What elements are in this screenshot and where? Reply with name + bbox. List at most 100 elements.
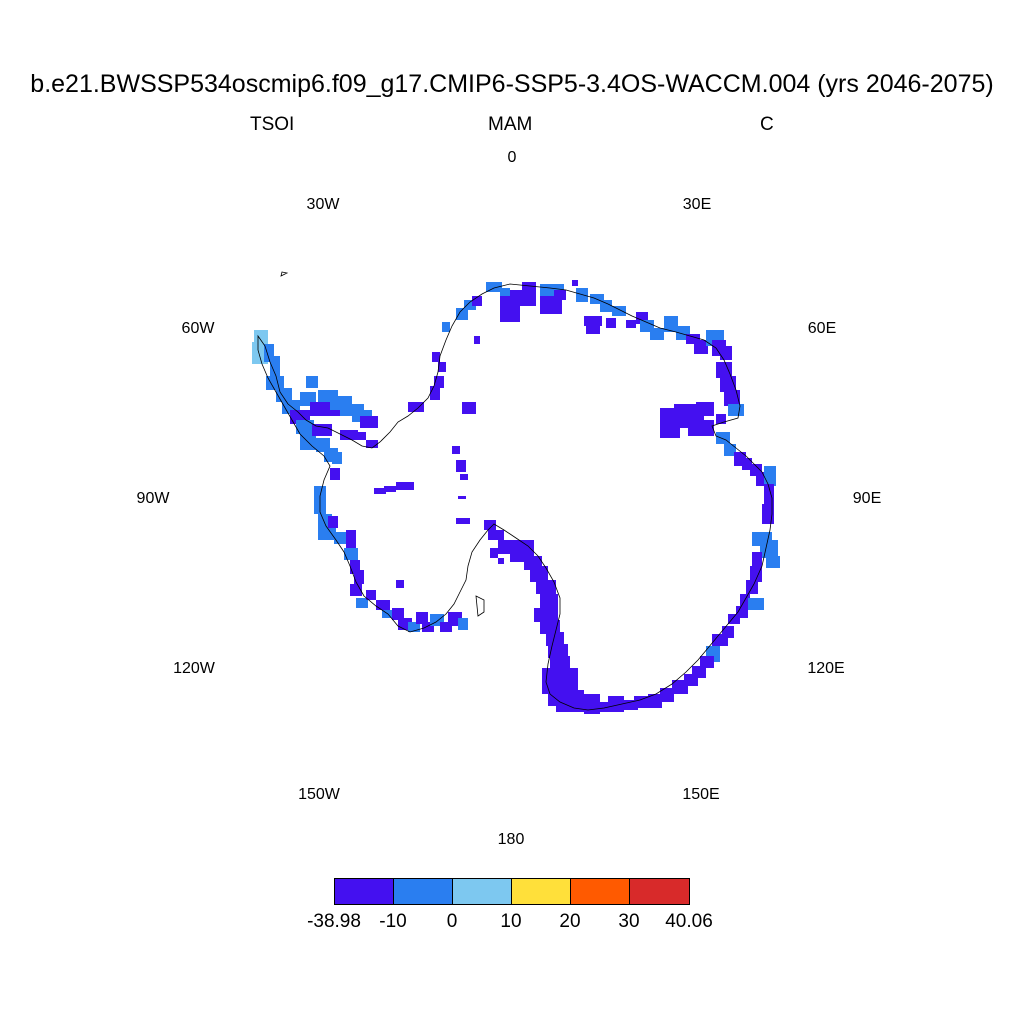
field-cell [334,532,348,544]
field-cell [396,482,414,490]
field-cell [366,440,378,448]
plot-title: b.e21.BWSSP534oscmip6.f09_g17.CMIP6-SSP5… [30,70,994,98]
field-cell [534,608,558,622]
field-cell [510,290,524,300]
field-cell [546,632,564,646]
field-cell [408,622,420,632]
field-cell [634,696,652,708]
field-cell [600,300,612,312]
field-cell [456,308,468,320]
field-cell [672,680,688,694]
field-cell [440,622,452,632]
field-cell [318,526,336,540]
field-cell [276,388,292,402]
field-cell [376,600,390,610]
field-cell [700,656,714,668]
field-cell [458,618,468,630]
lon-label-150w: 150W [298,786,340,803]
field-cell [500,288,510,300]
colorbar-label-20: 20 [559,911,581,932]
field-cell [456,460,466,472]
field-cell [760,540,778,558]
field-cell [456,518,470,524]
field-cell [608,696,624,712]
field-cell [542,668,578,694]
field-cell [724,444,736,456]
field-cell [330,468,340,480]
field-cell [724,390,740,406]
field-cell [486,282,502,292]
field-cell [764,466,776,486]
colorbar-segment-4 [511,878,571,905]
field-cell [474,336,480,344]
lon-label-60w: 60W [181,320,215,337]
field-cell [716,432,730,444]
field-cell [488,530,504,540]
field-cell [550,656,570,670]
field-cell [612,306,626,316]
variable-label: TSOI [250,114,295,135]
field-cell [452,446,460,454]
lon-label-0: 0 [507,149,517,166]
colorbar-label-minus10: -10 [379,911,407,932]
field-cell [430,386,440,400]
field-cell [584,316,602,326]
field-cell [556,704,584,712]
colorbar-segment-6 [629,878,690,905]
field-cell [328,516,338,528]
field-cell [536,580,556,594]
field-cell [650,328,664,340]
season-label: MAM [488,114,533,135]
colorbar-segment-3 [452,878,512,905]
field-cell [432,352,440,362]
field-cell [332,452,342,464]
lon-label-90e: 90E [852,490,882,507]
field-cell [694,340,708,354]
field-cell [350,560,360,574]
field-cell [572,280,578,286]
field-cell [518,540,534,558]
field-cell [728,614,740,624]
lon-label-30e: 30E [682,196,712,213]
lon-label-120w: 120W [173,660,215,677]
field-cell [686,334,700,344]
field-cell [586,326,600,334]
field-cell [312,424,332,436]
field-cell [462,402,476,414]
field-cell [606,318,616,328]
field-cell [620,700,638,710]
colorbar-label-max: 40.06 [665,911,713,932]
field-cell [382,610,392,618]
field-cell [374,488,386,494]
field-cell [434,376,444,388]
colorbar-label-min: -38.98 [307,911,361,932]
colorbar-label-0: 0 [446,911,458,932]
field-cell [720,346,732,360]
field-cell [484,520,496,530]
field-cell [340,430,358,440]
field-cell [540,594,558,608]
lon-label-120e: 120E [807,660,845,677]
field-cell [764,484,774,504]
field-cell [254,330,268,342]
field-cell [584,694,600,714]
field-cell [530,566,548,582]
field-cell [408,402,424,412]
field-cell [460,474,468,480]
field-cell [498,558,504,564]
field-cell [306,376,318,388]
lon-label-150e: 150E [682,786,720,803]
field-cell [356,598,368,608]
field-cell [716,362,732,378]
field-cell [540,296,562,314]
field-cell [366,590,376,600]
field-cell [548,690,584,706]
field-cell [712,634,728,646]
field-cell [750,566,762,582]
field-cell [354,432,366,440]
colorbar-segment-2 [393,878,453,905]
colorbar-segment-1 [334,878,394,905]
coastline [257,271,773,711]
field-cell [660,688,674,702]
